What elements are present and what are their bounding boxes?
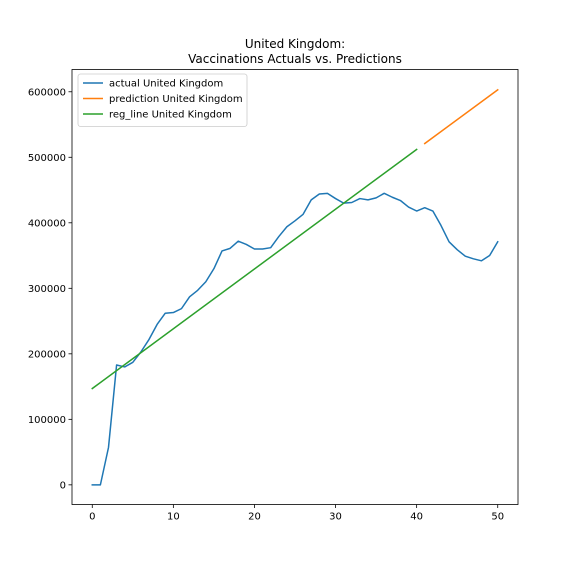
y-tick-label: 200000 [28, 349, 66, 360]
x-tick-label: 30 [329, 512, 342, 523]
legend-label: reg_line United Kingdom [109, 110, 232, 121]
chart-title-line-2: Vaccinations Actuals vs. Predictions [188, 52, 402, 66]
x-axis: 0 10 20 30 40 50 [89, 504, 504, 523]
series-line-2 [423, 88, 499, 145]
y-tick-label: 300000 [28, 284, 66, 295]
x-tick-label: 50 [491, 512, 504, 523]
legend-label: prediction United Kingdom [109, 94, 243, 105]
y-axis: 0 100000 200000 300000 400000 500000 600000 [28, 87, 72, 491]
y-tick-label: 400000 [28, 218, 66, 229]
series-line-1 [91, 192, 499, 486]
axes-frame [71, 69, 519, 505]
y-tick-label: 0 [60, 480, 66, 491]
x-tick-label: 40 [410, 512, 423, 523]
y-tick-label: 500000 [28, 153, 66, 164]
legend: actual United Kingdom prediction United K… [77, 73, 248, 127]
chart-title-line-1: United Kingdom: [245, 37, 345, 51]
x-tick-label: 0 [89, 512, 95, 523]
series-line-3 [91, 148, 418, 390]
x-tick-label: 10 [167, 512, 180, 523]
plot-area [91, 88, 499, 486]
legend-label: actual United Kingdom [109, 79, 223, 90]
x-tick-label: 20 [248, 512, 261, 523]
legend-box [77, 73, 248, 127]
y-tick-label: 600000 [28, 87, 66, 98]
y-tick-label: 100000 [28, 415, 66, 426]
